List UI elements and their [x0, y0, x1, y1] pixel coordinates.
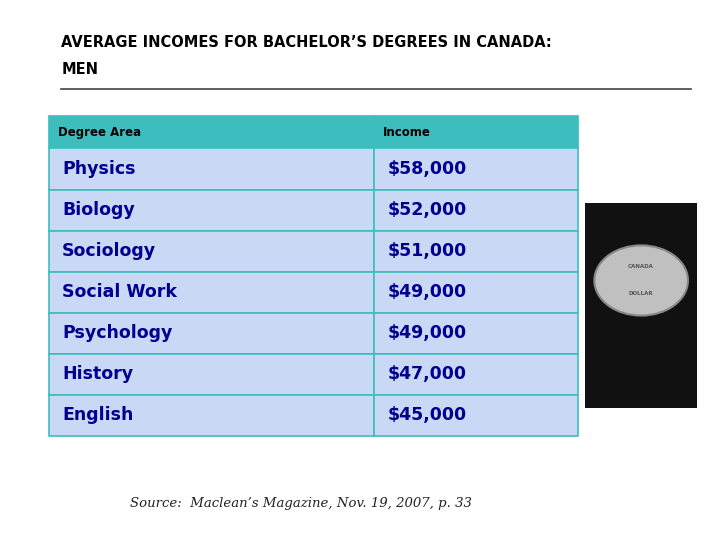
Text: Income: Income [383, 126, 431, 139]
FancyBboxPatch shape [374, 395, 578, 436]
FancyBboxPatch shape [585, 202, 697, 408]
Text: Degree Area: Degree Area [58, 126, 140, 139]
Circle shape [595, 245, 688, 315]
FancyBboxPatch shape [374, 272, 578, 313]
Text: $49,000: $49,000 [387, 324, 467, 342]
Text: Physics: Physics [62, 160, 135, 178]
Text: $45,000: $45,000 [387, 406, 467, 424]
FancyBboxPatch shape [49, 272, 374, 313]
Text: Source:  Maclean’s Magazine, Nov. 19, 2007, p. 33: Source: Maclean’s Magazine, Nov. 19, 200… [130, 497, 472, 510]
FancyBboxPatch shape [49, 395, 374, 436]
Text: $49,000: $49,000 [387, 283, 467, 301]
Text: AVERAGE INCOMES FOR BACHELOR’S DEGREES IN CANADA:: AVERAGE INCOMES FOR BACHELOR’S DEGREES I… [61, 35, 552, 50]
FancyBboxPatch shape [49, 148, 374, 190]
Text: $51,000: $51,000 [387, 242, 467, 260]
Text: $58,000: $58,000 [387, 160, 467, 178]
FancyBboxPatch shape [374, 313, 578, 354]
Text: MEN: MEN [61, 62, 98, 77]
FancyBboxPatch shape [374, 116, 578, 148]
Text: Biology: Biology [62, 201, 135, 219]
FancyBboxPatch shape [49, 313, 374, 354]
FancyBboxPatch shape [49, 190, 374, 231]
Text: DOLLAR: DOLLAR [629, 292, 654, 296]
Text: History: History [62, 365, 133, 383]
FancyBboxPatch shape [374, 148, 578, 190]
Text: Sociology: Sociology [62, 242, 156, 260]
FancyBboxPatch shape [49, 231, 374, 272]
Text: Psychology: Psychology [62, 324, 172, 342]
FancyBboxPatch shape [374, 231, 578, 272]
FancyBboxPatch shape [49, 354, 374, 395]
Text: $52,000: $52,000 [387, 201, 467, 219]
Text: Social Work: Social Work [62, 283, 177, 301]
FancyBboxPatch shape [49, 116, 374, 148]
Text: English: English [62, 406, 133, 424]
Text: CANADA: CANADA [629, 265, 654, 269]
FancyBboxPatch shape [374, 190, 578, 231]
FancyBboxPatch shape [374, 354, 578, 395]
Text: $47,000: $47,000 [387, 365, 467, 383]
